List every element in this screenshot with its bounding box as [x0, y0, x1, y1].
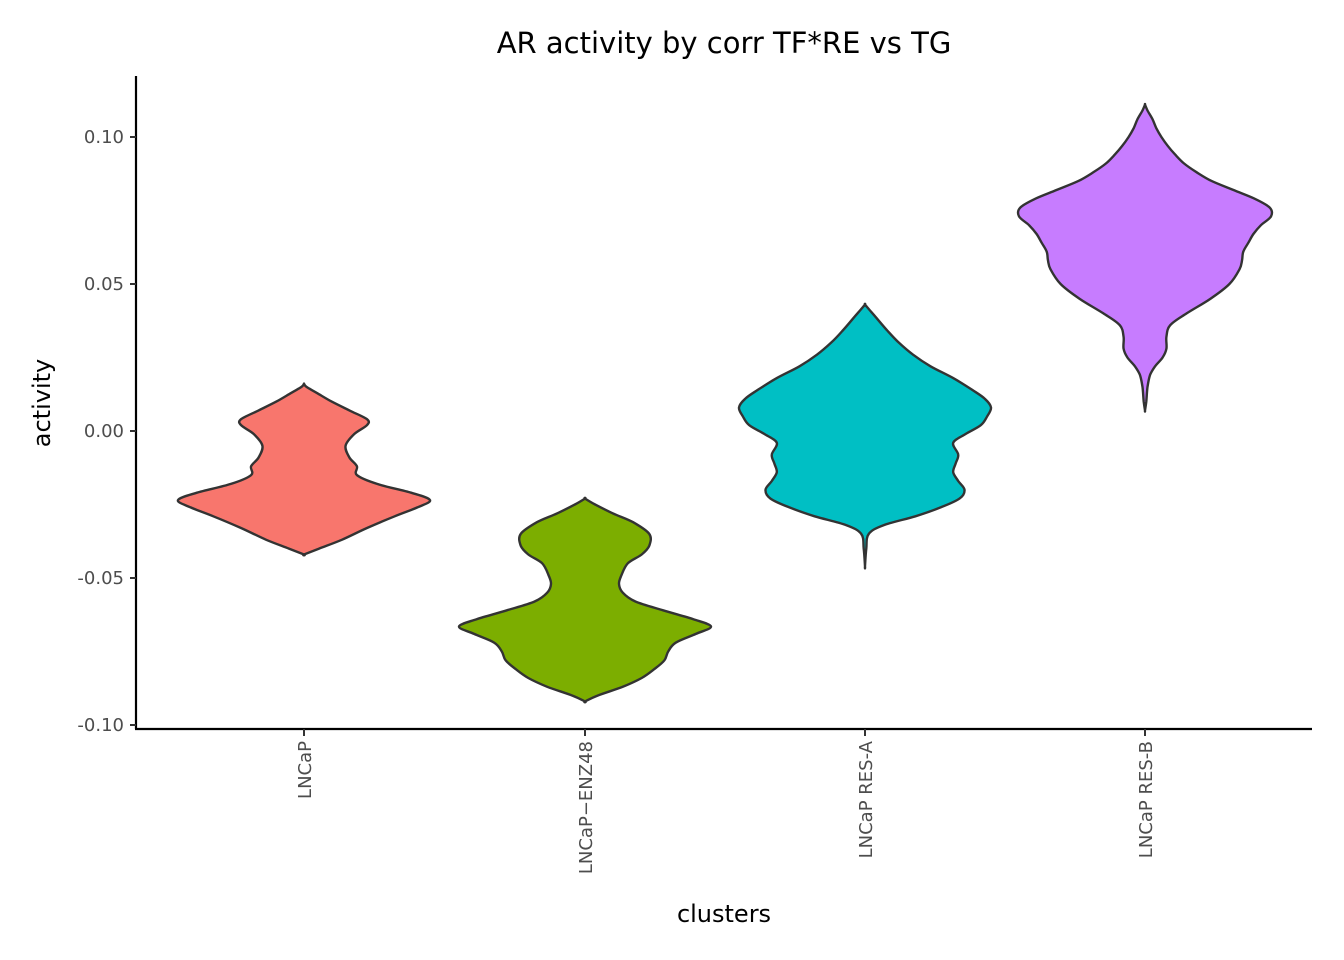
x-axis-title: clusters — [677, 900, 771, 928]
violin-lncap-res-a — [737, 302, 993, 570]
violin-lncap — [176, 382, 432, 557]
x-tick-label: LNCaP RES-B — [1136, 741, 1157, 858]
y-tick-label: -0.05 — [77, 568, 124, 589]
x-tick-label: LNCaP — [295, 741, 316, 799]
y-tick-label: 0.00 — [84, 421, 124, 442]
y-tick-label: -0.10 — [77, 715, 124, 736]
chart-title: AR activity by corr TF*RE vs TG — [497, 26, 952, 60]
x-tick-label: LNCaP RES-A — [856, 740, 877, 858]
y-axis-ticks: 0.10 0.05 0.00 -0.05 -0.10 — [77, 127, 136, 736]
violin-lncap-res-b — [1016, 102, 1274, 413]
y-tick-label: 0.05 — [84, 274, 124, 295]
y-axis-title: activity — [28, 359, 56, 447]
x-axis-ticks: LNCaP LNCaP−ENZ48 LNCaP RES-A LNCaP RES-B — [295, 729, 1157, 874]
y-tick-label: 0.10 — [84, 127, 124, 148]
violin-layer — [176, 102, 1274, 704]
x-tick-label: LNCaP−ENZ48 — [576, 741, 597, 874]
violin-lncap-enz48 — [457, 496, 713, 704]
